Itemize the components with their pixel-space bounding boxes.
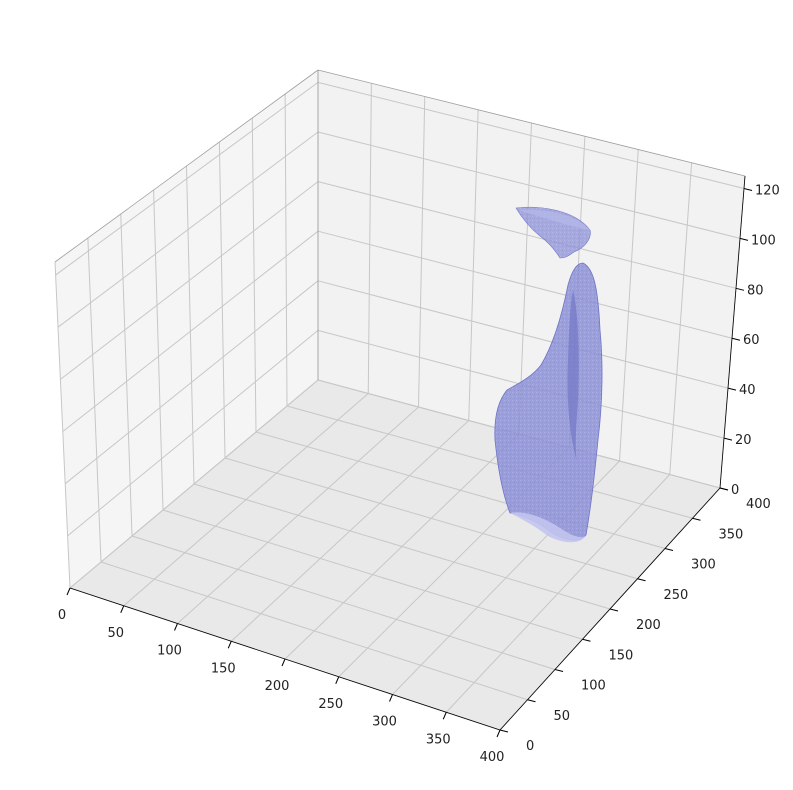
x-tick-label: 200 [265, 679, 290, 694]
grid-line-y-floor [131, 535, 556, 670]
surface-main-body [494, 262, 603, 543]
x-tick-label: 250 [318, 697, 343, 712]
z-tick [743, 187, 753, 191]
x-tick [66, 587, 71, 596]
z-tick-label: 60 [743, 333, 760, 348]
grid-line-y-floor [100, 561, 528, 701]
y-tick [527, 699, 536, 703]
upper-fragment-rim [518, 209, 590, 230]
grid-line-z-left [67, 330, 319, 537]
pane-edges [54, 69, 746, 380]
grid-line-y-floor [286, 405, 693, 519]
main-body-base-rim [510, 512, 586, 543]
z-tick-label: 20 [735, 433, 752, 448]
grid-line-y-floor [162, 509, 583, 640]
grid-line-x-wall [367, 83, 372, 394]
grid-line-y-floor [193, 483, 611, 610]
x-tick-label: 50 [107, 626, 124, 641]
z-tick-label: 40 [739, 383, 756, 398]
x-tick-label: 100 [157, 644, 182, 659]
grid-line-y-wall [186, 165, 195, 485]
y-tick-label: 300 [691, 558, 716, 573]
x-tick [442, 712, 447, 720]
y-tick-label: 150 [609, 648, 634, 663]
y-tick [609, 608, 619, 612]
x-tick [174, 623, 178, 631]
z-tick-label: 80 [747, 283, 764, 298]
grid-line-z-back [317, 131, 741, 239]
grid-line-z-left [60, 181, 319, 380]
grid-line-z-back [317, 230, 733, 339]
y-tick-label: 200 [636, 618, 661, 633]
y-tick [499, 729, 509, 733]
y-tick [664, 548, 674, 551]
y-tick [692, 517, 701, 521]
y-tick-label: 250 [664, 588, 689, 603]
x-tick-label: 150 [211, 661, 236, 676]
grid-line-z-left [57, 131, 319, 328]
y-tick-label: 400 [746, 497, 771, 512]
grid-line-x-wall [669, 162, 693, 475]
x-tick-label: 300 [372, 715, 397, 730]
grid-line-y-wall [87, 237, 102, 563]
grid-line-x-wall [468, 109, 479, 421]
x-tick-label: 400 [480, 750, 505, 765]
grid-line-y-floor [255, 431, 666, 549]
y-tick [637, 578, 646, 582]
z-tick [719, 487, 729, 491]
x-tick [389, 694, 393, 702]
grid-line-z-back [317, 181, 737, 289]
x-tick [335, 676, 340, 684]
z-axis-line [719, 175, 746, 489]
grid-line-z-left [64, 280, 319, 485]
z-tick-label: 120 [755, 183, 780, 198]
grid-line-x-wall [619, 149, 639, 462]
tick-marks [66, 187, 753, 738]
grid-line-y-wall [218, 141, 226, 459]
z-tick-label: 0 [731, 483, 739, 498]
x-tick-label: 0 [58, 608, 66, 623]
x-tick [281, 658, 286, 667]
grid-line-y-wall [54, 261, 71, 589]
main-body-inner-fold [567, 290, 579, 465]
x-tick [227, 641, 232, 649]
x-tick [496, 729, 501, 738]
y-tick [582, 638, 591, 642]
z-tick [727, 387, 737, 391]
z-tick [723, 437, 733, 441]
z-tick [739, 237, 749, 241]
z-tick [735, 287, 745, 291]
left-pane [55, 70, 318, 588]
grid-line-y-wall [251, 117, 257, 433]
grid-line-x-wall [418, 96, 426, 408]
grid-line-z-back [317, 280, 729, 389]
grid-line-z-left [69, 379, 319, 589]
z-tick-label: 100 [751, 233, 776, 248]
grid-line-y-wall [153, 189, 164, 511]
grid-line-z-left [62, 230, 319, 432]
back-pane [318, 70, 745, 488]
y-tick-label: 0 [526, 739, 534, 754]
grid-line-y-wall [284, 93, 288, 407]
grid-line-z-back [317, 81, 745, 189]
grid-line-y-floor [224, 457, 638, 580]
surface-upper-fragment [515, 206, 591, 259]
y-tick-label: 350 [719, 527, 744, 542]
x-tick-label: 350 [426, 732, 451, 747]
y-tick [554, 669, 564, 672]
y-tick-label: 100 [581, 679, 606, 694]
y-tick-label: 50 [554, 709, 571, 724]
grid-line-y-wall [120, 213, 133, 537]
tick-labels: 0501001502002503003504000501001502002503… [58, 183, 780, 765]
grid-line-z-left [55, 81, 319, 276]
x-tick [120, 605, 125, 613]
z-tick [731, 337, 741, 341]
